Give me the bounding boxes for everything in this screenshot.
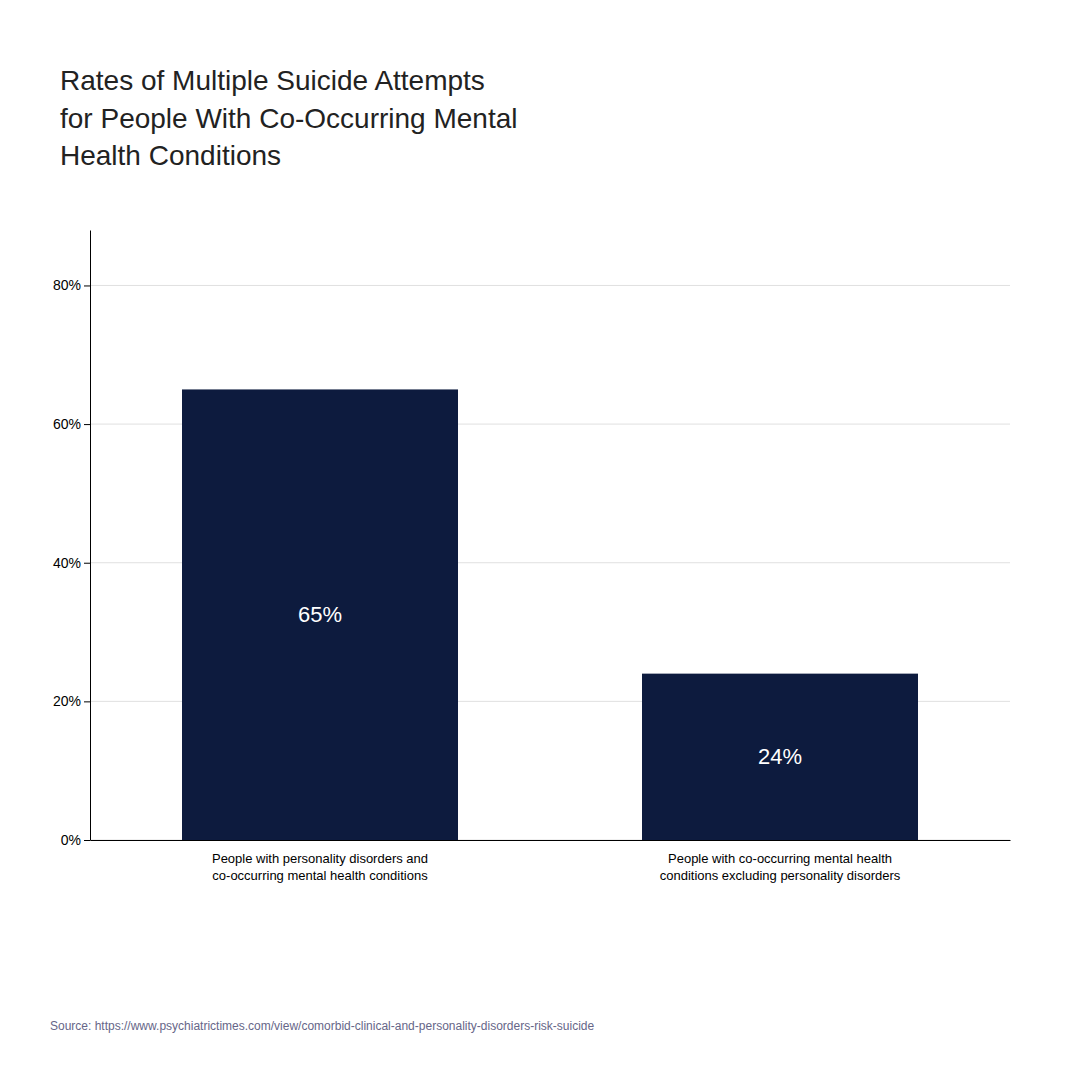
source: Source: https://www.psychiatrictimes.com… bbox=[50, 1019, 594, 1033]
y-tick: 20% bbox=[53, 693, 90, 709]
y-axis: 0% 20% 40% 60% 80% bbox=[53, 231, 91, 848]
data-label: 24% bbox=[758, 744, 802, 769]
chart: Rates of Multiple Suicide Attempts for Pe… bbox=[0, 0, 1080, 1080]
y-tick: 80% bbox=[53, 277, 90, 293]
x-axis: People with personality disorders and co-… bbox=[91, 841, 1011, 884]
y-tick-mark bbox=[84, 701, 90, 702]
x-tick-label-line: co-occurring mental health conditions bbox=[212, 868, 428, 883]
y-tick-label: 40% bbox=[53, 555, 81, 571]
bar bbox=[642, 674, 918, 840]
y-tick: 60% bbox=[53, 416, 90, 432]
x-tick: People with co-occurring mental health co… bbox=[660, 851, 901, 883]
x-axis-line bbox=[91, 840, 1011, 841]
bars bbox=[182, 389, 918, 840]
y-tick-mark bbox=[84, 840, 90, 841]
data-label: 65% bbox=[298, 602, 342, 627]
grid bbox=[90, 285, 1010, 840]
y-tick-mark bbox=[84, 563, 90, 564]
bar bbox=[182, 389, 458, 840]
y-axis-line bbox=[90, 231, 91, 841]
x-tick-label-line: People with co-occurring mental health bbox=[668, 851, 892, 866]
y-tick: 0% bbox=[61, 832, 90, 848]
x-tick-label-line: People with personality disorders and bbox=[212, 851, 428, 866]
title-line: for People With Co-Occurring Mental bbox=[60, 103, 518, 134]
title: Rates of Multiple Suicide Attempts for Pe… bbox=[60, 65, 518, 172]
x-tick-label: People with personality disorders and co-… bbox=[212, 851, 428, 883]
y-tick-label: 60% bbox=[53, 416, 81, 432]
title-line: Health Conditions bbox=[60, 140, 281, 171]
y-tick-mark bbox=[84, 424, 90, 425]
plot: 0% 20% 40% 60% 80% People with personality di… bbox=[53, 231, 1011, 884]
y-tick-mark bbox=[84, 285, 90, 286]
y-tick-label: 80% bbox=[53, 277, 81, 293]
y-tick-label: 0% bbox=[61, 832, 81, 848]
x-tick-label: People with co-occurring mental health co… bbox=[660, 851, 901, 883]
x-tick-label-line: conditions excluding personality disorde… bbox=[660, 868, 901, 883]
data-labels: 65% 24% bbox=[298, 602, 802, 769]
grid-line bbox=[90, 285, 1010, 286]
y-tick: 40% bbox=[53, 555, 90, 571]
title-line: Rates of Multiple Suicide Attempts bbox=[60, 65, 485, 96]
x-tick: People with personality disorders and co-… bbox=[212, 851, 428, 883]
y-tick-label: 20% bbox=[53, 693, 81, 709]
